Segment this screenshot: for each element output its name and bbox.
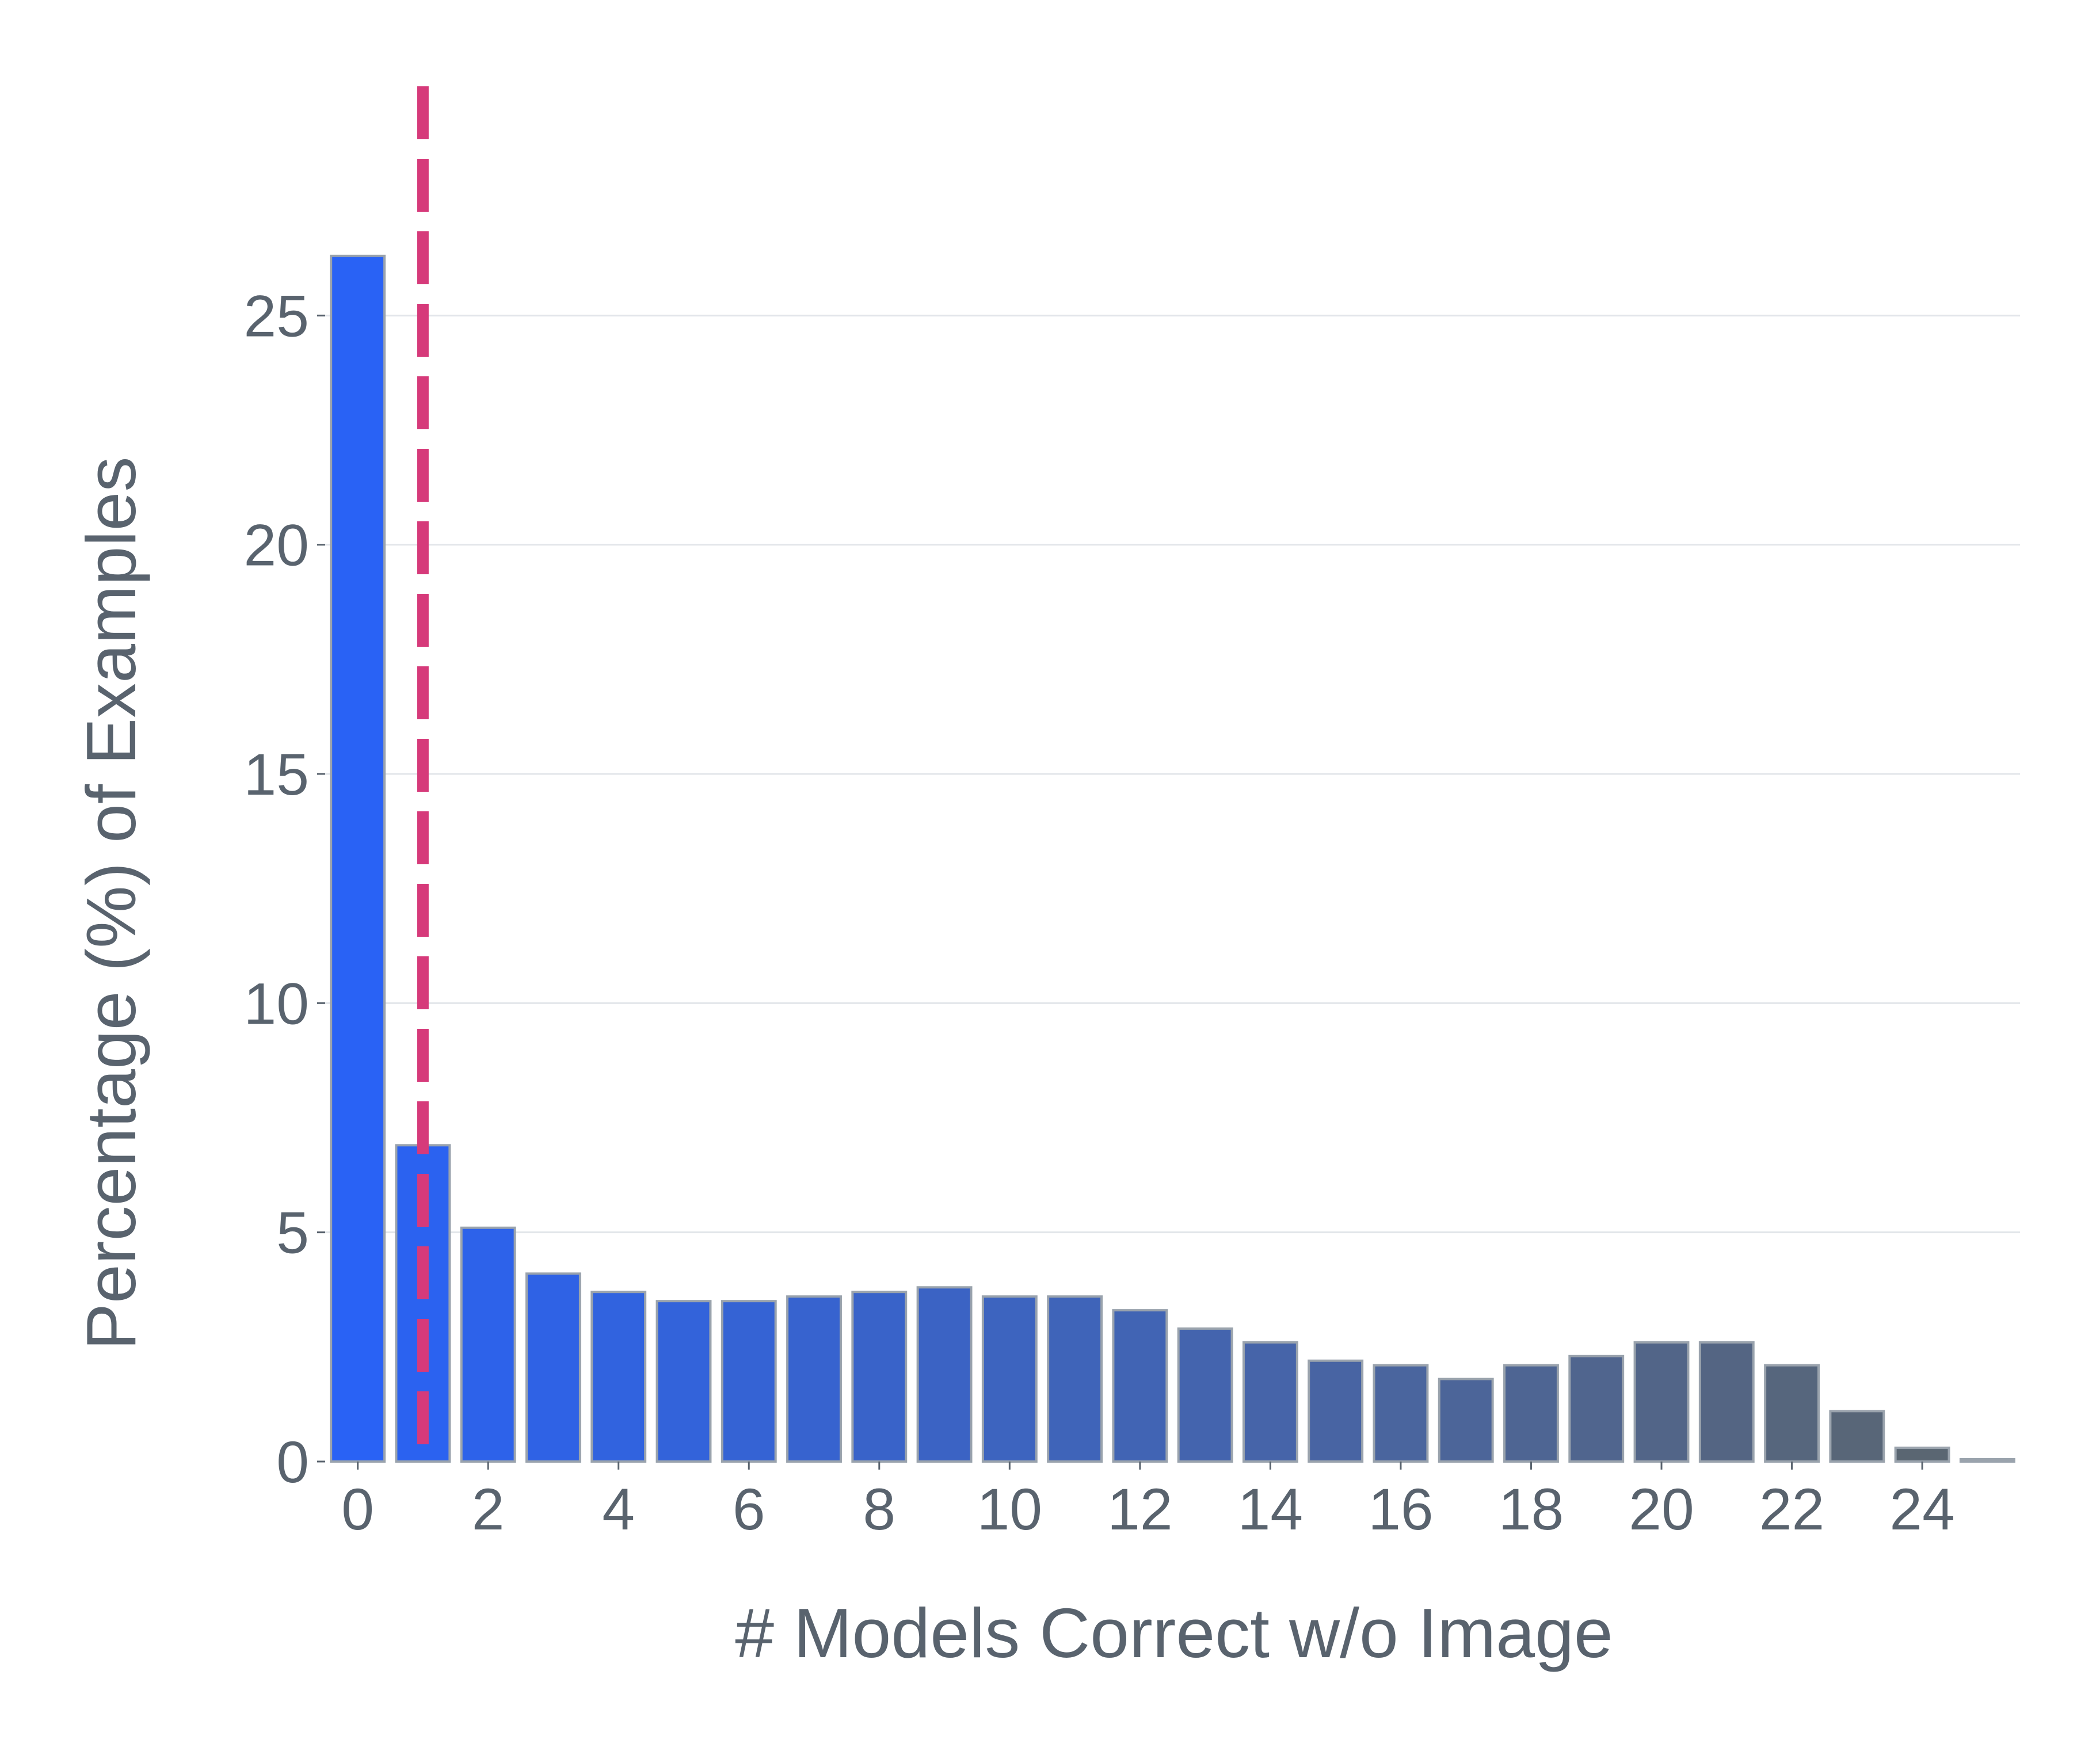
bar-11 [1047,1295,1103,1463]
x-tick-label: 12 [1107,1477,1172,1542]
bar-12 [1112,1309,1168,1463]
bar-17 [1438,1378,1494,1463]
x-tick-label: 24 [1889,1477,1954,1542]
x-tick-label: 4 [602,1477,635,1542]
bar-9 [916,1286,973,1463]
x-axis-title: # Models Correct w/o Image [735,1594,1613,1672]
x-tick-label: 0 [341,1477,374,1542]
bar-22 [1764,1364,1820,1463]
bar-5 [655,1300,712,1463]
y-axis: 0 5 10 15 20 25 [244,283,325,1495]
x-tick-label: 10 [977,1477,1042,1542]
x-tick-label: 8 [863,1477,895,1542]
x-tick-label: 16 [1368,1477,1433,1542]
bar-2 [460,1226,516,1463]
x-tick-label: 18 [1499,1477,1564,1542]
bar-19 [1568,1355,1625,1463]
y-tick-label: 15 [244,742,309,807]
bar-10 [981,1295,1038,1463]
bar-6 [721,1300,777,1463]
x-tick-label: 20 [1629,1477,1694,1542]
x-tick-label: 22 [1759,1477,1824,1542]
bars [330,254,2015,1463]
bar-15 [1308,1359,1364,1463]
bar-0 [330,254,386,1463]
bar-3 [525,1272,581,1463]
bar-7 [786,1295,842,1463]
bar-16 [1373,1364,1429,1463]
bar-13 [1177,1327,1233,1463]
bar-8 [851,1291,908,1463]
bar-23 [1829,1410,1885,1463]
y-axis-title: Percentage (%) of Examples [72,457,150,1350]
y-tick-label: 25 [244,283,309,349]
bar-18 [1503,1364,1559,1463]
y-tick-label: 10 [244,971,309,1036]
x-tick-label: 6 [733,1477,765,1542]
bar-21 [1698,1341,1755,1463]
y-tick-label: 0 [276,1429,309,1495]
bar-25 [1959,1458,2015,1463]
y-tick-label: 5 [276,1200,309,1266]
bar-24 [1894,1447,1950,1463]
bar-4 [590,1291,647,1463]
bar-14 [1242,1341,1298,1463]
x-tick-label: 2 [472,1477,505,1542]
x-axis: 0 2 4 6 8 10 12 14 16 18 20 22 24 [341,1462,1955,1542]
bar-20 [1633,1341,1690,1463]
x-tick-label: 14 [1238,1477,1303,1542]
gridlines [325,314,2020,1234]
y-tick-label: 20 [244,513,309,578]
